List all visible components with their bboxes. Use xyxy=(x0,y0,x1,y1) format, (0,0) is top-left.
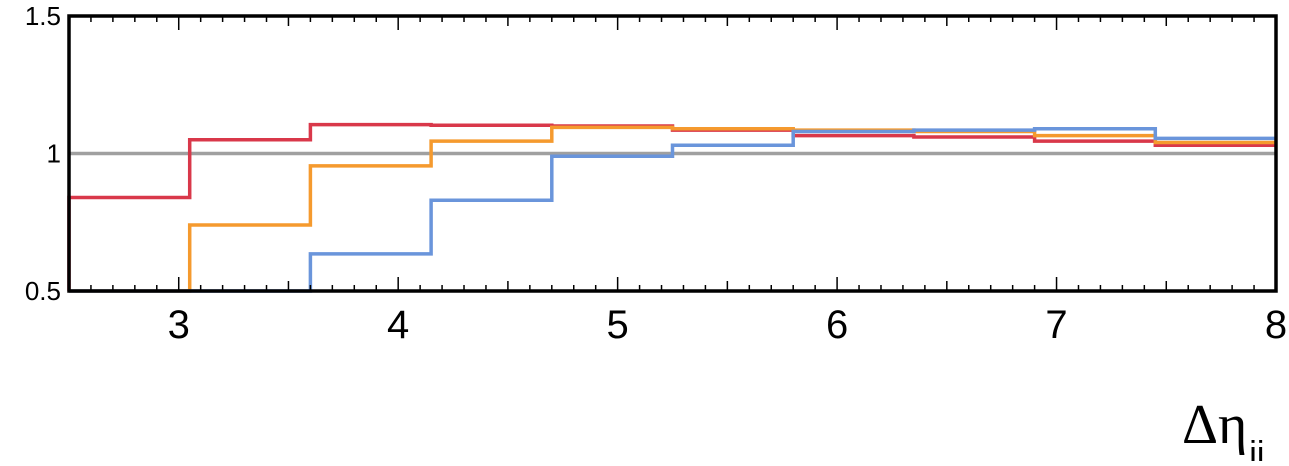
y-tick-label: 1 xyxy=(47,139,61,169)
tick-label-group: 3 4 5 6 7 8 0.5 1 1.5 xyxy=(25,1,1287,347)
y-tick-label: 0.5 xyxy=(25,276,61,306)
x-axis-title-main: Δη xyxy=(1182,394,1247,456)
series-line-2 xyxy=(69,125,1276,293)
plot-frame-group xyxy=(67,14,1278,293)
series-group xyxy=(67,122,1276,293)
x-tick-label: 4 xyxy=(387,303,409,347)
x-tick-label: 6 xyxy=(826,303,848,347)
x-tick-label: 7 xyxy=(1045,303,1067,347)
x-axis-title: Δηjj xyxy=(1182,394,1264,461)
axis-title-group: Δηjj xyxy=(1182,394,1264,466)
x-axis-title-sub: jj xyxy=(1248,435,1264,461)
series-line-3 xyxy=(69,126,1276,293)
x-tick-label: 3 xyxy=(168,303,190,347)
x-tick-label: 8 xyxy=(1265,303,1287,347)
y-tick-label: 1.5 xyxy=(25,1,61,31)
tick-group xyxy=(68,16,1277,291)
plot-frame xyxy=(67,14,1278,293)
x-tick-label: 5 xyxy=(607,303,629,347)
